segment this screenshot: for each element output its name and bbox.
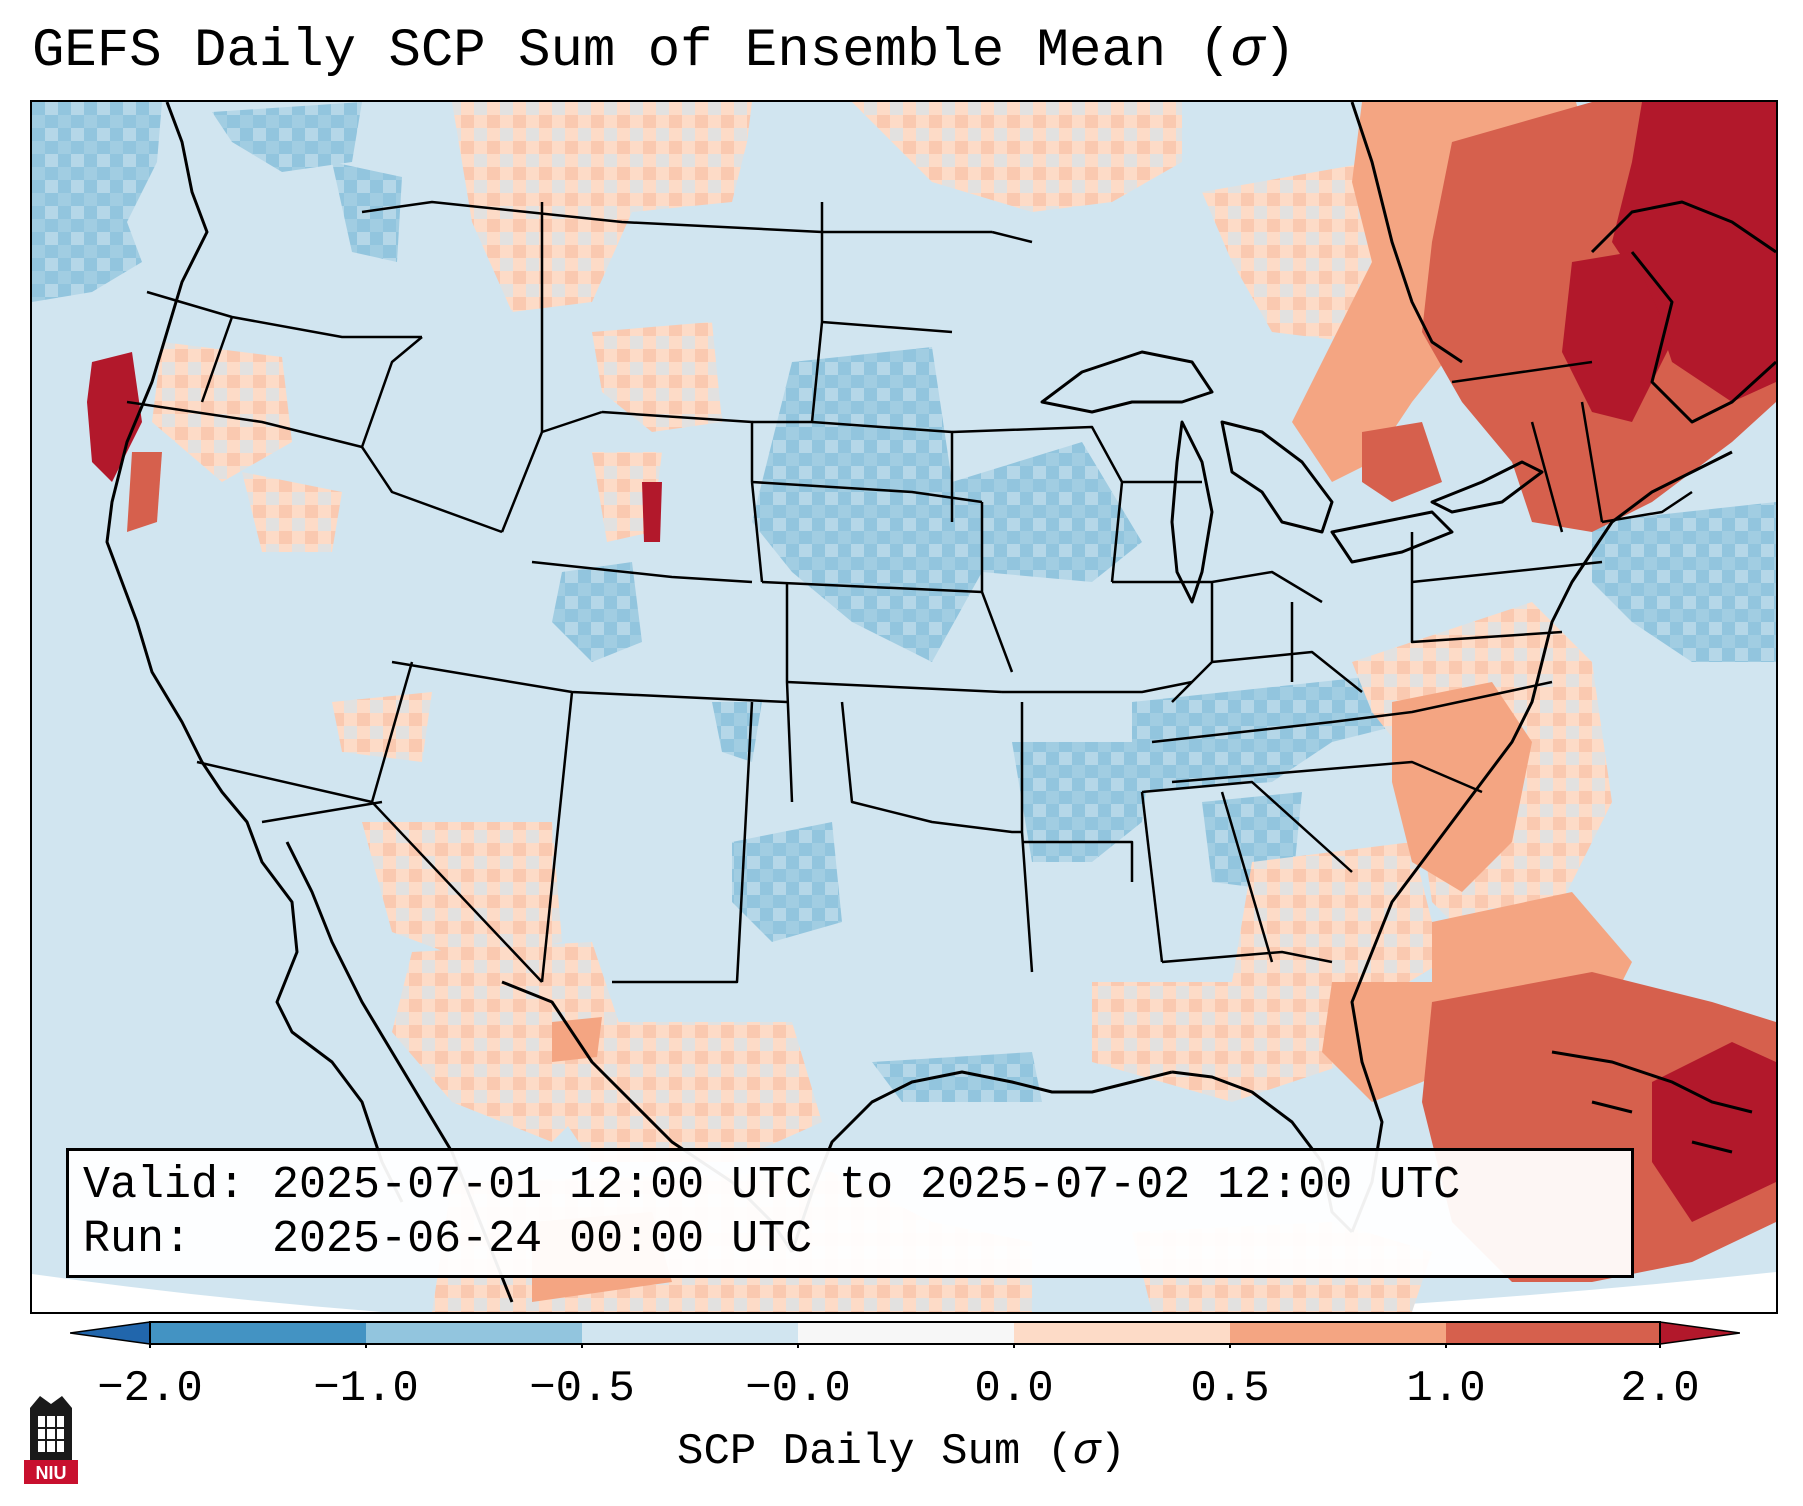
colorbar [70, 1321, 1740, 1348]
map-panel[interactable] [30, 100, 1778, 1314]
colorbar-bin-2 [366, 1322, 582, 1344]
colorbar-bin-7 [1446, 1322, 1660, 1344]
colorbar-tick-label: −0.5 [529, 1364, 635, 1414]
colorbar-outline [149, 1321, 1661, 1345]
state-borders [126, 200, 1693, 984]
colorbar-bin-3 [582, 1322, 798, 1344]
colorbar-tick-label: 1.0 [1406, 1364, 1486, 1414]
valid-time-info-box: Valid: 2025-07-01 12:00 UTC to 2025-07-0… [66, 1148, 1634, 1278]
run-line: Run: 2025-06-24 00:00 UTC [83, 1213, 1617, 1267]
map-canvas [32, 102, 1776, 1312]
colorbar-bin-4 [798, 1322, 1014, 1344]
valid-label: Valid: [83, 1160, 246, 1211]
colorbar-under-extension [70, 1321, 151, 1345]
caribbean-islands [1551, 1050, 1753, 1154]
colorbar-tick-label: −0.0 [745, 1364, 851, 1414]
colorbar-tick-label: −2.0 [97, 1364, 203, 1414]
valid-text: 2025-07-01 12:00 UTC to 2025-07-02 12:00… [272, 1160, 1461, 1211]
domain-edge-bottom [32, 1272, 1776, 1312]
colorbar-bin-6 [1230, 1322, 1446, 1344]
colorbar-bin-5 [1014, 1322, 1230, 1344]
colorbar-tick-label: 0.5 [1190, 1364, 1270, 1414]
colorbar-bin-1 [150, 1322, 366, 1344]
run-text: 2025-06-24 00:00 UTC [272, 1214, 813, 1265]
valid-line: Valid: 2025-07-01 12:00 UTC to 2025-07-0… [83, 1159, 1617, 1213]
colorbar-label: SCP Daily Sum (σ) [677, 1427, 1126, 1477]
chart-title: GEFS Daily SCP Sum of Ensemble Mean (σ) [32, 21, 1296, 82]
run-label: Run: [83, 1214, 192, 1265]
niu-logo-text: NIU [36, 1463, 67, 1483]
colorbar-tick-label: 0.0 [974, 1364, 1054, 1414]
colorbar-ticks [149, 1344, 1661, 1348]
niu-logo: NIU [24, 1396, 78, 1484]
great-lakes [1040, 350, 1544, 604]
colorbar-tick-label: −1.0 [313, 1364, 419, 1414]
colorbar-over-extension [1659, 1321, 1740, 1345]
colorbar-tick-label: 2.0 [1620, 1364, 1700, 1414]
